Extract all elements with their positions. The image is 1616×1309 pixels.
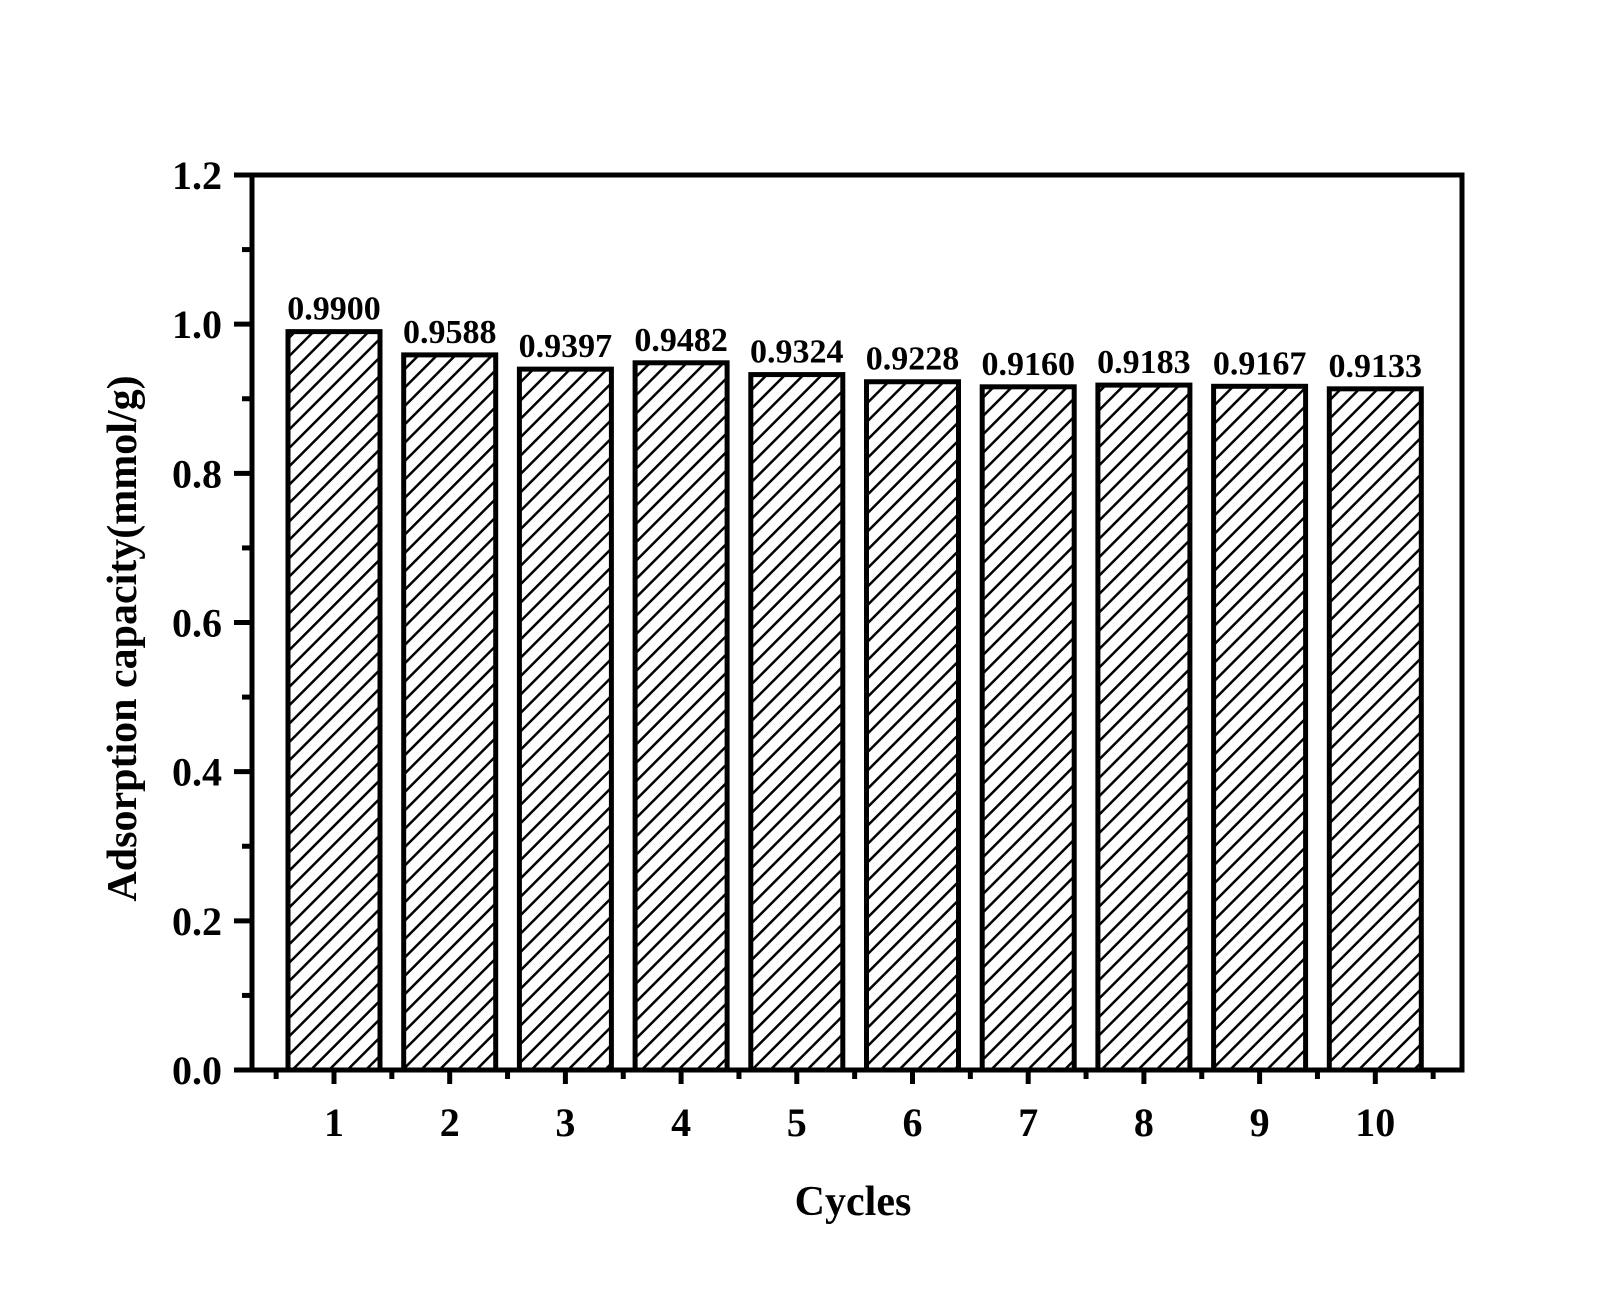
x-tick-label: 4 xyxy=(671,1100,691,1145)
x-tick-label: 5 xyxy=(787,1100,807,1145)
x-axis-title: Cycles xyxy=(795,1179,912,1225)
bar xyxy=(864,379,961,1073)
data-label: 0.9588 xyxy=(403,314,497,351)
data-label: 0.9228 xyxy=(866,341,960,378)
data-label: 0.9397 xyxy=(519,328,613,365)
x-tick-label: 7 xyxy=(1018,1100,1038,1145)
data-label: 0.9324 xyxy=(750,334,844,371)
bar xyxy=(1326,386,1424,1073)
bar xyxy=(632,360,730,1073)
bar xyxy=(401,352,499,1073)
data-label: 0.9900 xyxy=(287,291,381,328)
y-tick-label: 0.2 xyxy=(172,899,222,944)
x-tick-label: 9 xyxy=(1250,1100,1270,1145)
data-label: 0.9482 xyxy=(634,322,728,359)
y-tick-label: 1.0 xyxy=(172,302,222,347)
x-tick-label: 1 xyxy=(324,1100,344,1145)
y-tick-label: 0.8 xyxy=(172,451,222,496)
data-label: 0.9183 xyxy=(1097,344,1191,381)
x-tick-label: 3 xyxy=(555,1100,575,1145)
bar xyxy=(516,366,614,1073)
data-label: 0.9160 xyxy=(981,346,1075,383)
y-axis-title: Adsorption capacity(mmol/g) xyxy=(100,375,146,901)
y-tick-label: 0.4 xyxy=(172,750,222,795)
x-tick-label: 8 xyxy=(1134,1100,1154,1145)
x-tick-label: 2 xyxy=(440,1100,460,1145)
y-tick-label: 0.0 xyxy=(172,1048,222,1093)
bar xyxy=(285,329,383,1073)
data-label: 0.9133 xyxy=(1329,348,1423,385)
x-tick-label: 6 xyxy=(903,1100,923,1145)
bar xyxy=(1095,382,1193,1073)
x-tick-label: 10 xyxy=(1355,1100,1395,1145)
y-tick-label: 0.6 xyxy=(172,601,222,646)
bar xyxy=(979,384,1077,1073)
bar xyxy=(1211,383,1309,1073)
bar xyxy=(748,372,846,1073)
data-label: 0.9167 xyxy=(1213,345,1307,382)
y-tick-label: 1.2 xyxy=(172,153,222,198)
